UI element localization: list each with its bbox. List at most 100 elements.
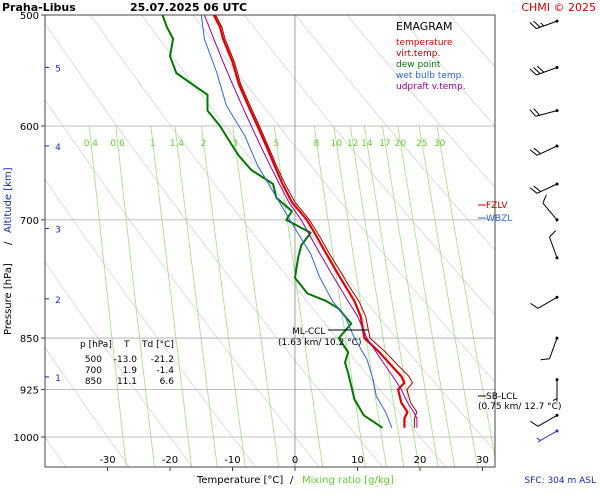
x-axis-title: Temperature [°C] / Mixing ratio [g/kg] <box>196 475 394 486</box>
wind-barbs <box>529 19 559 443</box>
table-header-t: T <box>123 340 130 350</box>
wind-barb-base <box>555 336 559 340</box>
mixing-ratio-label: 17 <box>379 139 390 149</box>
mixing-ratio-line <box>418 125 478 467</box>
mixing-ratio-line <box>88 125 127 467</box>
station-title: Praha-Libus <box>2 1 76 14</box>
table-cell: 11.1 <box>117 377 137 387</box>
mixing-ratio-line <box>333 125 387 467</box>
wind-barb-staff <box>537 430 558 443</box>
wind-barb <box>536 429 559 443</box>
table-cell: 6.6 <box>160 377 175 387</box>
wind-barb-base <box>555 109 559 113</box>
altitude-tick-label: 5 <box>55 64 61 74</box>
wind-barb-flag <box>533 147 541 154</box>
altitude-tick-label: 2 <box>55 296 61 306</box>
x-tick-label: -20 <box>162 455 178 466</box>
dry-adiabat <box>397 15 495 127</box>
plot-frame <box>44 14 496 468</box>
mixing-ratio-line <box>364 125 420 467</box>
mixing-ratio-label: 30 <box>434 139 446 149</box>
wind-barb-base <box>555 19 559 23</box>
wind-barb-flag <box>529 187 538 194</box>
series-line-dew-point <box>161 15 384 429</box>
mixing-ratio-label: 5 <box>274 139 280 149</box>
mixing-ratio-line <box>174 125 218 467</box>
wind-barb-flag <box>529 22 537 29</box>
wind-barb-base <box>555 182 559 186</box>
wind-barb-flag <box>540 358 550 361</box>
wind-barb-base <box>555 256 559 260</box>
wbzl-label: WBZL <box>486 214 512 224</box>
table-cell: 850 <box>85 377 102 387</box>
table-header-p: p [hPa] <box>80 340 112 350</box>
wind-barb-staff <box>537 414 558 427</box>
dry-adiabat <box>141 15 495 452</box>
mixing-ratio-line <box>150 125 192 467</box>
mixing-ratio-label: 1 <box>150 139 156 149</box>
wind-barb-flag <box>529 149 538 156</box>
mixing-ratio-label: 12 <box>347 139 358 149</box>
y-axis-title-separator: / <box>3 241 14 245</box>
mixing-ratio-label: 14 <box>361 139 373 149</box>
y-axis-title-altitude: Altitude [km] <box>3 167 14 233</box>
legend-entry-virt-temp: virt.temp. <box>396 49 440 59</box>
annotations: ML-CCL (1.63 km/ 10.2 °C) SB-LCL (0.75 k… <box>278 201 561 412</box>
table-cell: 1.9 <box>123 366 138 376</box>
mixing-ratio-label: 0.6 <box>110 139 125 149</box>
mixing-ratio-label: 2 <box>201 139 207 149</box>
sfc-footer: SFC: 304 m ASL <box>524 476 596 486</box>
pressure-tick-label: 600 <box>20 122 39 133</box>
mixing-ratio-label: 20 <box>395 139 407 149</box>
dry-adiabat <box>243 15 495 316</box>
pressure-tick-label: 1000 <box>14 433 39 444</box>
x-axis-title-mixing: Mixing ratio [g/kg] <box>302 475 394 486</box>
mixing-ratio-line <box>382 125 439 467</box>
wind-barb-staff <box>542 202 558 221</box>
mixing-ratio-line <box>201 125 246 467</box>
x-tick-label: -30 <box>99 455 115 466</box>
pressure-tick-label: 500 <box>20 11 39 22</box>
x-tick-label: 30 <box>476 455 489 466</box>
series-layer <box>161 15 418 429</box>
series-line-virt-temp- <box>215 15 418 428</box>
mixing-ratio-label: 1.4 <box>170 139 185 149</box>
mixing-ratio-labels: 0.4 0.6 1 1.4 2 3 5 8 10 12 14 17 20 25 30 <box>84 139 446 149</box>
pressure-tick-label: 700 <box>20 216 39 227</box>
x-tick-label: 0 <box>292 455 298 466</box>
legend-entry-updraft: udpraft v.temp. <box>396 82 466 92</box>
mixing-ratio-line <box>115 125 155 467</box>
wind-barb <box>540 336 559 361</box>
dry-adiabat <box>346 15 495 188</box>
legend-entry-wet-bulb: wet bulb temp. <box>396 71 464 81</box>
mixing-ratio-label: 25 <box>416 139 427 149</box>
altitude-tick-label: 3 <box>55 225 61 235</box>
mixing-ratio-line <box>349 125 405 467</box>
wind-barb-flag <box>529 109 537 117</box>
wind-barb <box>542 194 559 222</box>
wind-barb-flag <box>533 108 540 116</box>
mixing-ratio-line <box>313 125 366 467</box>
sb-lcl-label: SB-LCL <box>486 392 517 402</box>
legend-entry-dew-point: dew point <box>396 60 441 70</box>
altitude-tick-label: 1 <box>55 374 61 384</box>
wind-barb-flag <box>533 185 541 192</box>
wind-barb <box>530 295 559 309</box>
table-cell: -13.0 <box>114 355 138 365</box>
x-axis-title-temperature: Temperature [°C] <box>196 475 283 486</box>
wind-barb <box>530 413 559 427</box>
mixing-ratio-line <box>273 125 323 467</box>
data-table: p [hPa] T Td [°C] 500 -13.0 -21.2 700 1.… <box>80 340 174 387</box>
dry-adiabat <box>45 99 320 467</box>
sb-lcl-value: (0.75 km/ 12.7 °C) <box>478 402 561 412</box>
legend-entry-temperature: temperature <box>396 38 453 48</box>
x-tick-label: 20 <box>414 455 427 466</box>
wind-barb <box>529 182 559 194</box>
datetime-title: 25.07.2025 06 UTC <box>130 1 247 14</box>
wind-barb-base <box>555 378 559 382</box>
ml-ccl-label: ML-CCL <box>292 327 325 337</box>
series-line-udpraft-v-temp- <box>203 15 418 428</box>
y-axis-title-pressure: Pressure [hPa] <box>3 263 14 335</box>
